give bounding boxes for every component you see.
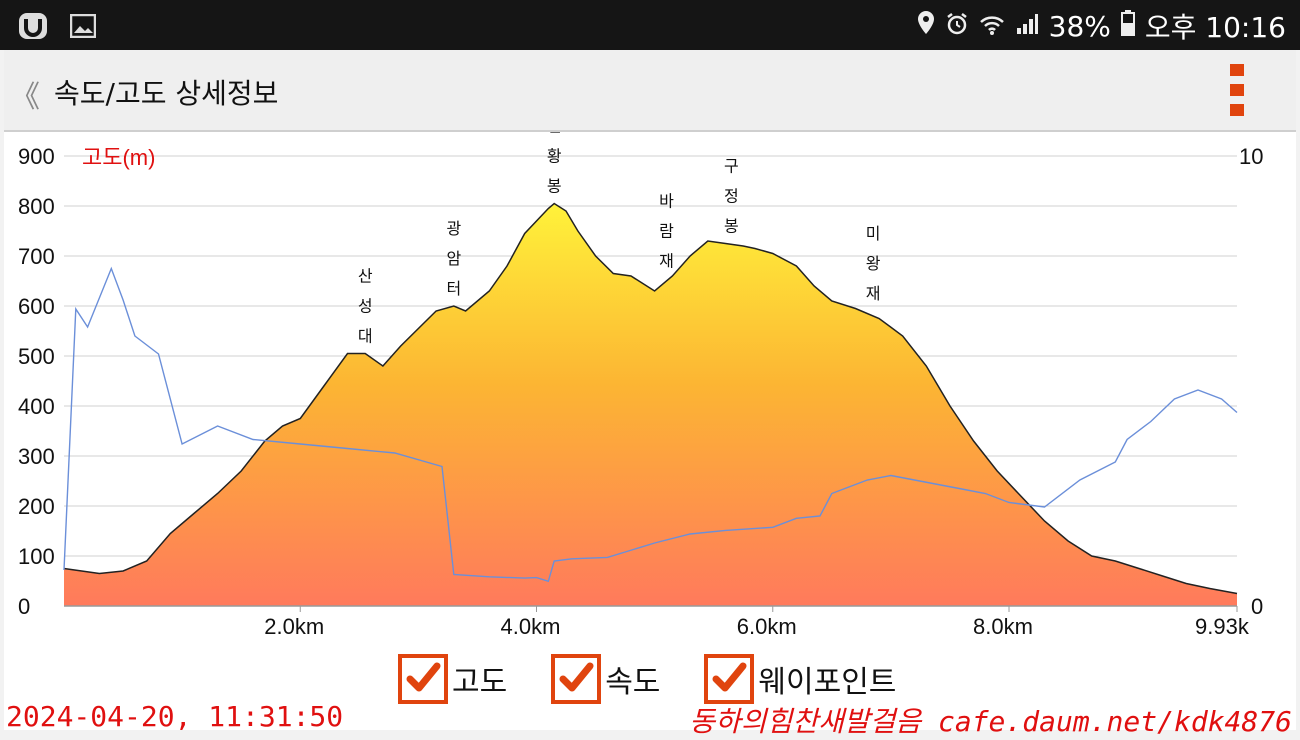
status-time: 오후 10:16 <box>1144 11 1286 44</box>
location-icon <box>917 10 935 43</box>
y-tick-label: 900 <box>18 144 55 169</box>
legend-item-altitude[interactable]: 고도 <box>398 654 507 704</box>
y-tick-label: 0 <box>18 594 30 619</box>
signal-icon <box>1015 10 1039 43</box>
checkbox-checked-icon[interactable] <box>704 654 755 704</box>
waypoint-label: 천황봉 <box>547 132 562 196</box>
status-right: 38% 오후 10:16 <box>917 6 1286 46</box>
x-tick-label: 4.0km <box>501 614 561 639</box>
x-tick-label: 9.93k <box>1195 614 1250 639</box>
y2-tick-label: 10 <box>1239 144 1263 169</box>
wifi-icon <box>979 10 1005 43</box>
legend-item-speed[interactable]: 속도 <box>551 654 660 704</box>
checkbox-checked-icon[interactable] <box>551 654 602 704</box>
photo-timestamp: 2024-04-20, 11:31:50 <box>6 700 344 733</box>
y-tick-label: 400 <box>18 394 55 419</box>
speed-line <box>63 266 1238 583</box>
status-left-icons <box>18 12 97 44</box>
battery-percent: 38% <box>1048 9 1111 43</box>
alarm-icon <box>945 10 969 43</box>
checkbox-checked-icon[interactable] <box>398 654 448 704</box>
legend-item-waypoint[interactable]: 웨이포인트 <box>704 654 896 704</box>
x-tick-label: 2.0km <box>264 614 324 639</box>
y-tick-label: 600 <box>18 294 55 319</box>
status-bar: 38% 오후 10:16 <box>0 0 1300 50</box>
y-tick-label: 100 <box>18 544 55 569</box>
logo-app-icon <box>18 12 48 44</box>
y-tick-label: 200 <box>18 494 55 519</box>
legend-label: 속도 <box>605 665 661 700</box>
x-tick-label: 8.0km <box>973 614 1033 639</box>
legend-label: 고도 <box>452 665 508 700</box>
altitude-line <box>63 202 1238 595</box>
legend-label: 웨이포인트 <box>758 665 897 700</box>
back-button[interactable]: 《 <box>10 72 40 116</box>
x-tick-label: 6.0km <box>737 614 797 639</box>
y2-tick-label: 0 <box>1251 594 1263 619</box>
back-chevron-icon: 《 <box>10 80 40 115</box>
watermark: 동하의힘찬새발걸음 cafe.daum.net/kdk4876 <box>689 705 1292 738</box>
y-axis-title: 고도(m) <box>82 145 155 170</box>
altitude-area <box>64 203 1237 606</box>
battery-icon <box>1120 9 1135 43</box>
more-vertical-icon[interactable] <box>1230 64 1246 118</box>
y-tick-label: 500 <box>18 344 55 369</box>
page-title: 속도/고도 상세정보 <box>54 77 279 110</box>
gallery-icon <box>69 13 97 42</box>
app-bar: 《 속도/고도 상세정보 <box>4 50 1296 132</box>
legend: 고도 속도 웨이포인트 <box>398 654 940 704</box>
y-tick-label: 700 <box>18 244 55 269</box>
y-tick-label: 300 <box>18 444 55 469</box>
y-tick-label: 800 <box>18 194 55 219</box>
